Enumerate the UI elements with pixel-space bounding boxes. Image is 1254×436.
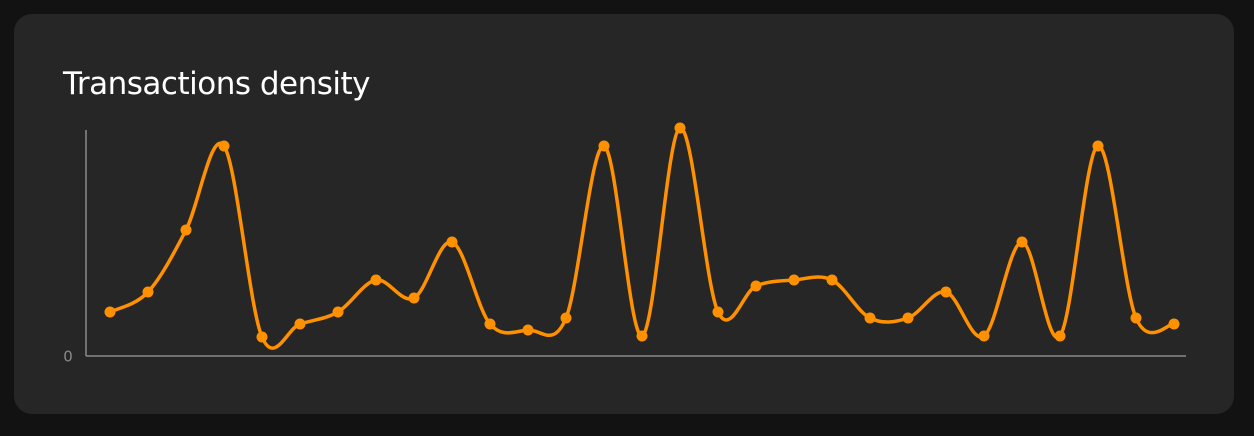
data-point <box>560 312 572 324</box>
data-point <box>1016 236 1028 248</box>
data-point <box>674 122 686 134</box>
y-tick-label: 0 <box>63 348 73 366</box>
data-point <box>484 318 496 330</box>
data-point <box>1130 312 1142 324</box>
data-point <box>712 306 724 318</box>
data-point <box>256 331 268 343</box>
data-point <box>446 236 458 248</box>
data-point <box>332 306 344 318</box>
data-point <box>598 140 610 152</box>
data-point <box>294 318 306 330</box>
data-point <box>1092 140 1104 152</box>
data-point <box>864 312 876 324</box>
data-point <box>180 224 192 236</box>
chart-card: Transactions density <box>14 14 1234 414</box>
data-point <box>104 306 116 318</box>
data-point <box>902 312 914 324</box>
data-point <box>408 292 420 304</box>
chart-title: Transactions density <box>63 66 371 102</box>
data-point <box>750 280 762 292</box>
data-point <box>142 286 154 298</box>
data-point <box>826 274 838 286</box>
data-point <box>218 140 230 152</box>
data-point <box>1054 330 1066 342</box>
data-point <box>636 330 648 342</box>
data-point <box>978 330 990 342</box>
series-line <box>109 126 1175 350</box>
data-point <box>522 324 534 336</box>
data-point <box>1168 318 1180 330</box>
data-point <box>370 274 382 286</box>
data-point <box>940 286 952 298</box>
data-point <box>788 274 800 286</box>
